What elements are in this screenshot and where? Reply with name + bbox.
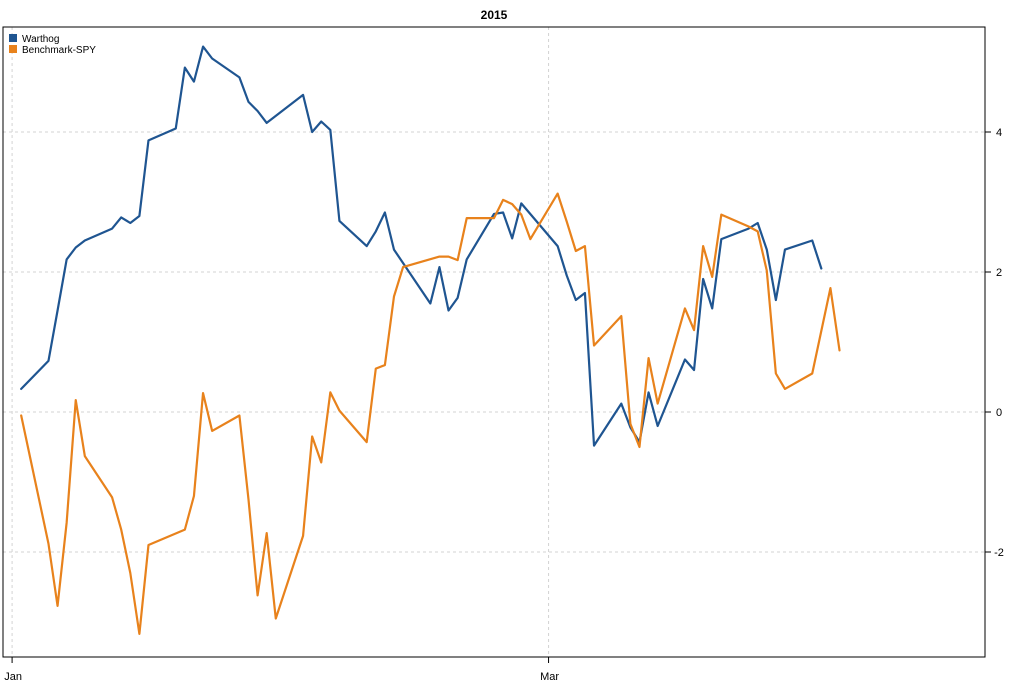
series-lines [20,45,841,635]
y-tick-label: -2 [994,547,1004,559]
y-tick-label: 2 [996,267,1002,279]
chart-title: 2015 [481,8,508,22]
legend-label-warthog: Warthog [22,34,59,45]
series-line-warthog [20,45,823,447]
legend: Warthog Benchmark-SPY [9,34,96,56]
series-line-benchmark-spy [20,192,841,635]
plot-frame [2,26,986,658]
legend-label-benchmark-spy: Benchmark-SPY [22,45,96,56]
x-tick-label: Jan [4,671,22,683]
y-tick-label: 0 [996,407,1002,419]
legend-swatch-benchmark-spy [9,45,17,53]
x-tick-label: Mar [540,671,559,683]
axes: -2 0 2 4 Jan Mar [4,127,1004,683]
legend-swatch-warthog [9,34,17,42]
y-tick-label: 4 [996,127,1002,139]
